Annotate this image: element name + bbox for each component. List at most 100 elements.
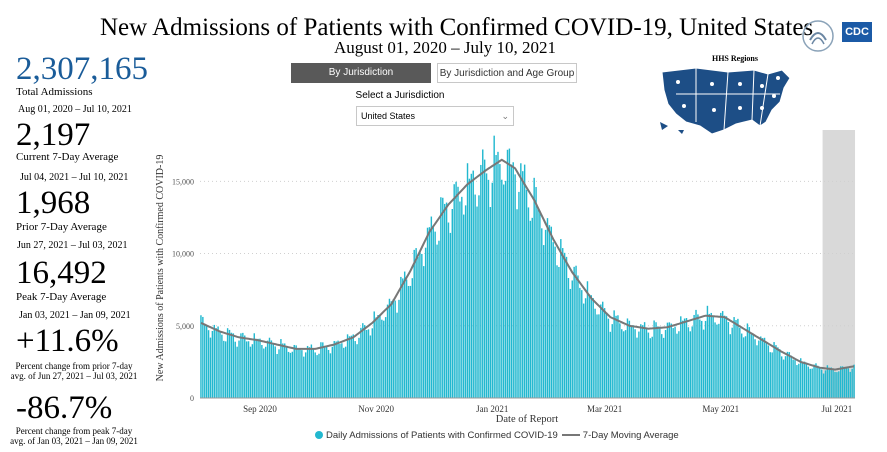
daily-admissions-bar[interactable] bbox=[826, 365, 829, 398]
daily-admissions-bar[interactable] bbox=[392, 299, 394, 398]
daily-admissions-bar[interactable] bbox=[523, 164, 526, 398]
daily-admissions-bar[interactable] bbox=[687, 327, 690, 398]
daily-admissions-bar[interactable] bbox=[415, 248, 417, 398]
daily-admissions-bar[interactable] bbox=[284, 343, 286, 398]
daily-admissions-bar[interactable] bbox=[541, 228, 543, 398]
daily-admissions-bar[interactable] bbox=[476, 206, 478, 398]
daily-admissions-bar[interactable] bbox=[619, 323, 621, 398]
daily-admissions-bar[interactable] bbox=[491, 182, 493, 398]
daily-admissions-bar[interactable] bbox=[621, 329, 623, 398]
daily-admissions-bar[interactable] bbox=[457, 186, 459, 398]
daily-admissions-bar[interactable] bbox=[680, 316, 682, 398]
daily-admissions-bar[interactable] bbox=[638, 331, 640, 398]
daily-admissions-bar[interactable] bbox=[600, 304, 602, 398]
daily-admissions-bar[interactable] bbox=[462, 214, 465, 398]
daily-admissions-bar[interactable] bbox=[763, 337, 766, 398]
daily-admissions-bar[interactable] bbox=[588, 294, 591, 398]
daily-admissions-bar[interactable] bbox=[727, 322, 730, 398]
daily-admissions-bar[interactable] bbox=[723, 315, 726, 398]
daily-admissions-bar[interactable] bbox=[611, 324, 613, 398]
daily-admissions-bar[interactable] bbox=[704, 320, 707, 398]
daily-admissions-bar[interactable] bbox=[411, 278, 414, 398]
daily-admissions-bar[interactable] bbox=[461, 196, 463, 398]
daily-admissions-bar[interactable] bbox=[710, 312, 712, 398]
daily-admissions-bar[interactable] bbox=[718, 323, 720, 398]
daily-admissions-bar[interactable] bbox=[419, 250, 421, 398]
daily-admissions-bar[interactable] bbox=[276, 354, 278, 398]
daily-admissions-bar[interactable] bbox=[607, 318, 610, 398]
daily-admissions-bar[interactable] bbox=[786, 351, 789, 398]
daily-admissions-bar[interactable] bbox=[828, 367, 831, 398]
daily-admissions-bar[interactable] bbox=[504, 180, 507, 398]
daily-admissions-bar[interactable] bbox=[668, 322, 671, 398]
daily-admissions-bar[interactable] bbox=[594, 308, 596, 398]
daily-admissions-bar[interactable] bbox=[434, 231, 436, 398]
daily-admissions-bar[interactable] bbox=[327, 349, 330, 398]
daily-admissions-bar[interactable] bbox=[200, 315, 202, 398]
daily-admissions-bar[interactable] bbox=[649, 338, 652, 398]
daily-admissions-bar[interactable] bbox=[782, 359, 785, 398]
daily-admissions-bar[interactable] bbox=[792, 359, 794, 398]
daily-admissions-bar[interactable] bbox=[582, 303, 585, 398]
daily-admissions-bar[interactable] bbox=[474, 194, 476, 398]
daily-admissions-bar[interactable] bbox=[413, 249, 415, 398]
daily-admissions-bar[interactable] bbox=[354, 341, 356, 398]
daily-admissions-bar[interactable] bbox=[622, 331, 625, 398]
daily-admissions-bar[interactable] bbox=[312, 348, 315, 398]
daily-admissions-bar[interactable] bbox=[428, 227, 431, 398]
daily-admissions-bar[interactable] bbox=[211, 330, 214, 398]
daily-admissions-bar[interactable] bbox=[403, 271, 406, 398]
daily-admissions-bar[interactable] bbox=[819, 367, 821, 398]
daily-admissions-bar[interactable] bbox=[843, 368, 846, 398]
daily-admissions-bar[interactable] bbox=[314, 352, 316, 398]
daily-admissions-bar[interactable] bbox=[769, 352, 771, 398]
daily-admissions-bar[interactable] bbox=[807, 366, 810, 398]
daily-admissions-bar[interactable] bbox=[598, 314, 600, 398]
daily-admissions-bar[interactable] bbox=[767, 345, 770, 398]
daily-admissions-bar[interactable] bbox=[459, 201, 461, 398]
daily-admissions-bar[interactable] bbox=[253, 333, 255, 398]
jurisdiction-select[interactable]: United States ⌄ bbox=[356, 106, 514, 126]
daily-admissions-bar[interactable] bbox=[520, 163, 522, 398]
daily-admissions-bar[interactable] bbox=[716, 324, 718, 398]
daily-admissions-bar[interactable] bbox=[706, 305, 709, 398]
daily-admissions-bar[interactable] bbox=[771, 352, 773, 398]
daily-admissions-bar[interactable] bbox=[464, 205, 467, 398]
daily-admissions-bar[interactable] bbox=[249, 346, 252, 398]
daily-admissions-bar[interactable] bbox=[647, 332, 650, 398]
daily-admissions-bar[interactable] bbox=[232, 333, 235, 398]
daily-admissions-bar[interactable] bbox=[217, 326, 219, 398]
daily-admissions-bar[interactable] bbox=[579, 287, 581, 398]
daily-admissions-bar[interactable] bbox=[417, 256, 419, 398]
daily-admissions-bar[interactable] bbox=[240, 333, 242, 398]
daily-admissions-bar[interactable] bbox=[801, 362, 804, 398]
daily-admissions-bar[interactable] bbox=[377, 315, 379, 398]
daily-admissions-bar[interactable] bbox=[518, 191, 520, 398]
daily-admissions-bar[interactable] bbox=[617, 315, 619, 398]
daily-admissions-bar[interactable] bbox=[346, 334, 349, 398]
daily-admissions-bar[interactable] bbox=[497, 151, 499, 398]
daily-admissions-bar[interactable] bbox=[384, 317, 387, 398]
daily-admissions-bar[interactable] bbox=[470, 173, 473, 398]
daily-admissions-bar[interactable] bbox=[510, 164, 513, 398]
daily-admissions-bar[interactable] bbox=[244, 335, 246, 398]
daily-admissions-bar[interactable] bbox=[341, 343, 343, 398]
daily-admissions-bar[interactable] bbox=[472, 170, 474, 398]
daily-admissions-bar[interactable] bbox=[735, 320, 737, 398]
daily-admissions-bar[interactable] bbox=[230, 332, 233, 398]
daily-admissions-bar[interactable] bbox=[535, 187, 537, 398]
daily-admissions-bar[interactable] bbox=[238, 340, 240, 398]
daily-admissions-bar[interactable] bbox=[554, 246, 556, 398]
daily-admissions-bar[interactable] bbox=[731, 327, 733, 398]
daily-admissions-bar[interactable] bbox=[689, 331, 692, 398]
daily-admissions-bar[interactable] bbox=[683, 318, 686, 398]
daily-admissions-bar[interactable] bbox=[266, 340, 269, 398]
daily-admissions-bar[interactable] bbox=[760, 336, 762, 398]
daily-admissions-bar[interactable] bbox=[325, 345, 328, 398]
daily-admissions-bar[interactable] bbox=[501, 179, 503, 398]
daily-admissions-bar[interactable] bbox=[756, 345, 758, 398]
daily-admissions-bar[interactable] bbox=[636, 337, 638, 398]
daily-admissions-bar[interactable] bbox=[820, 369, 823, 398]
daily-admissions-bar[interactable] bbox=[662, 337, 665, 398]
daily-admissions-bar[interactable] bbox=[529, 220, 532, 398]
